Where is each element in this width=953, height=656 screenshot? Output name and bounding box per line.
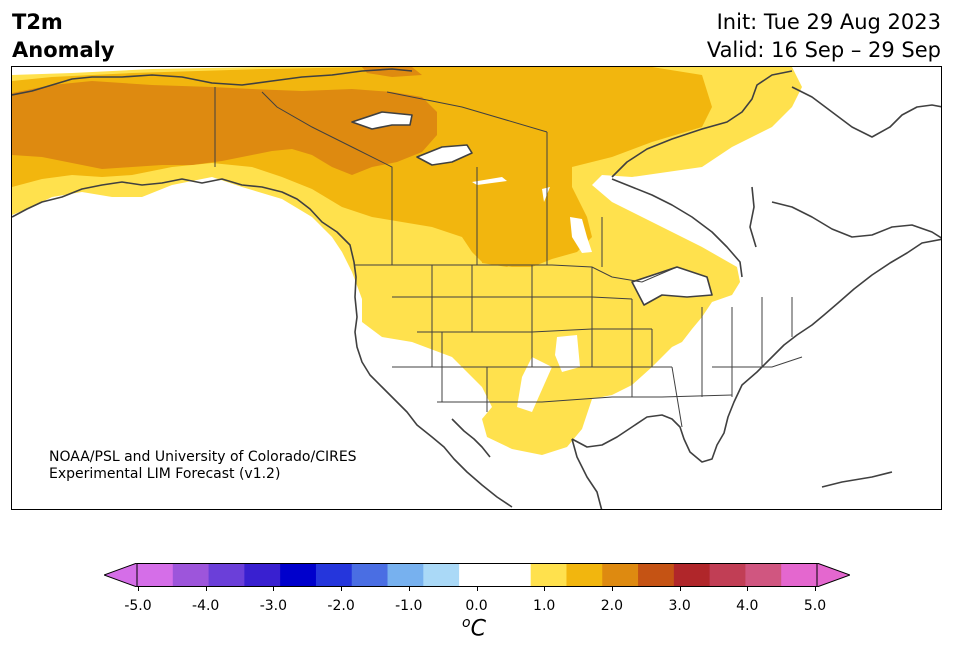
coastlines	[12, 68, 941, 509]
colorbar-tick-mark	[544, 587, 546, 591]
unit-superscript: o	[462, 615, 471, 631]
colorbar	[104, 563, 850, 587]
colorbar-tick-mark	[747, 587, 749, 591]
colorbar-tick-label: 1.0	[533, 598, 556, 614]
colorbar-tick-label: 5.0	[803, 598, 827, 614]
colorbar-tick-label: -1.0	[395, 598, 423, 614]
map-title: T2m Anomaly	[12, 8, 115, 64]
colorbar-cell	[172, 563, 210, 587]
colorbar-cell	[280, 563, 317, 587]
init-date: Init: Tue 29 Aug 2023	[716, 10, 941, 34]
colorbar-tick-label: -2.0	[327, 598, 355, 614]
colorbar-tick-mark	[815, 587, 816, 591]
colorbar-cell	[566, 563, 603, 587]
colorbar-cell	[745, 563, 782, 587]
colorbar-cell	[244, 563, 281, 587]
colorbar-cell	[530, 563, 567, 587]
credit-text: NOAA/PSL and University of Colorado/CIRE…	[49, 449, 357, 483]
unit-label: oC	[462, 615, 486, 641]
forecast-dates: Init: Tue 29 Aug 2023 Valid: 16 Sep – 29…	[707, 8, 941, 64]
colorbar-cell	[315, 563, 353, 587]
colorbar-tick-mark	[679, 587, 681, 591]
title-line-2: Anomaly	[12, 38, 115, 62]
colorbar-tick-mark	[273, 587, 275, 591]
map-canvas	[12, 67, 941, 509]
colorbar-tick-label: -4.0	[192, 598, 220, 614]
colorbar-tick-label: -3.0	[259, 598, 288, 614]
colorbar-tick-label: 0.0	[465, 598, 488, 614]
colorbar-tick-mark	[408, 587, 410, 591]
credit-line-1: NOAA/PSL and University of Colorado/CIRE…	[49, 449, 357, 465]
colorbar-ticks: -5.0 -4.0 -3.0 -2.0 -1.0 0.0 1.0 2.0 3.0 4.0 5.0	[0, 598, 953, 616]
political-borders	[214, 87, 803, 428]
colorbar-cell	[351, 563, 389, 587]
colorbar-cell	[208, 563, 245, 587]
colorbar-cell	[673, 563, 711, 587]
colorbar-tick-mark	[476, 587, 478, 591]
colorbar-right-arrow	[816, 563, 850, 587]
colorbar-outline	[136, 563, 818, 587]
colorbar-cell	[638, 563, 675, 587]
colorbar-tick-mark	[138, 587, 139, 591]
anomaly-zone-light	[12, 67, 802, 455]
colorbar-tick-mark	[611, 587, 613, 591]
colorbar-tick-label: 4.0	[736, 598, 759, 614]
colorbar-cells	[137, 563, 818, 587]
colorbar-tick-label: 3.0	[668, 598, 691, 614]
title-line-1: T2m	[12, 10, 63, 34]
colorbar-cell	[459, 563, 496, 587]
valid-range: Valid: 16 Sep – 29 Sep	[706, 38, 941, 62]
colorbar-tick-mark	[205, 587, 207, 591]
anomaly-zone-strong	[12, 81, 437, 175]
colorbar-tick-label: -5.0	[124, 598, 152, 614]
colorbar-cell	[423, 563, 460, 587]
unit-letter: C	[470, 616, 486, 642]
colorbar-cell	[602, 563, 639, 587]
colorbar-cell	[494, 563, 532, 587]
anomaly-map	[11, 66, 942, 510]
colorbar-cell	[709, 563, 746, 587]
colorbar-cell	[781, 563, 818, 587]
colorbar-tick-label: 2.0	[600, 598, 624, 614]
credit-line-2: Experimental LIM Forecast (v1.2)	[49, 466, 281, 482]
colorbar-left-arrow	[104, 563, 138, 587]
anomaly-fill	[12, 67, 802, 455]
colorbar-cell	[387, 563, 424, 587]
colorbar-tick-mark	[341, 587, 343, 591]
colorbar-cell	[137, 563, 174, 587]
